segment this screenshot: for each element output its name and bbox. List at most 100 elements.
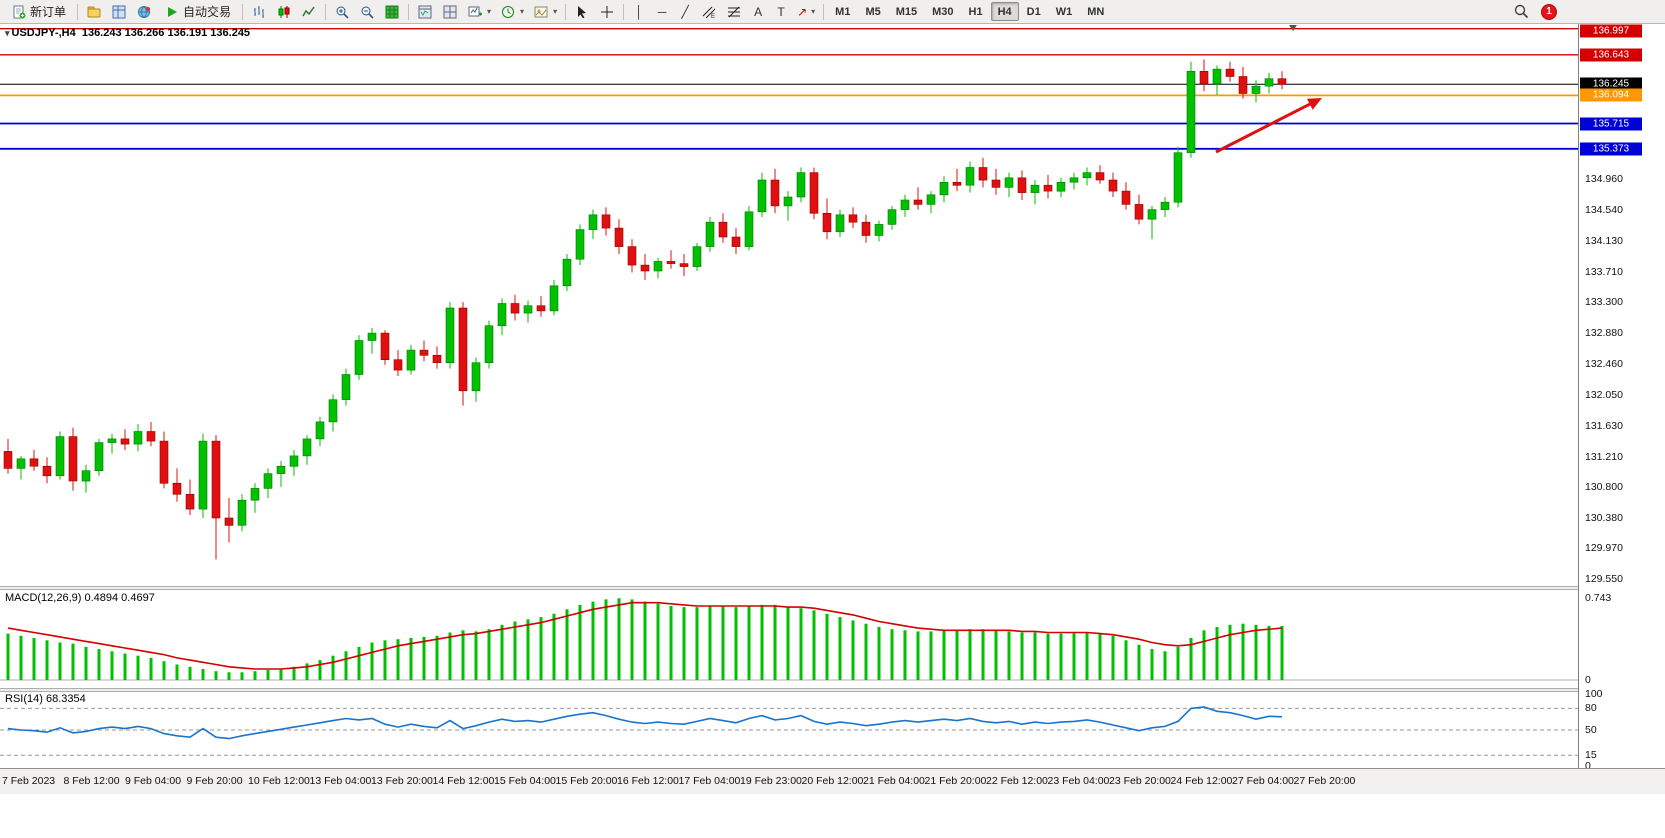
- candle: [367, 327, 377, 354]
- search-button[interactable]: [1509, 2, 1533, 22]
- macd-plot[interactable]: [0, 590, 1578, 688]
- candle: [406, 344, 416, 375]
- symbol-dropdown-icon[interactable]: ▾: [5, 28, 10, 38]
- symbol-info: ▾ USDJPY-,H4 136.243 136.266 136.191 136.…: [5, 27, 250, 39]
- time-axis-label: 27 Feb 20:00: [1293, 775, 1356, 787]
- timeframe-m15[interactable]: M15: [889, 2, 924, 21]
- fibonacci-button[interactable]: [722, 2, 746, 22]
- price-axis-label: 130.800: [1585, 480, 1623, 493]
- rsi-plot[interactable]: [0, 692, 1578, 768]
- arrows-tool-button[interactable]: ↗ ▾: [793, 2, 819, 22]
- chart-profiles-icon: [86, 4, 102, 20]
- candle: [1134, 194, 1144, 225]
- candle: [783, 191, 793, 221]
- candlestick-chart-button[interactable]: [272, 2, 296, 22]
- candle: [1095, 165, 1105, 184]
- timeframe-w1[interactable]: W1: [1049, 2, 1080, 21]
- candle: [458, 302, 468, 406]
- candle: [94, 438, 104, 476]
- time-axis-label: 24 Feb 12:00: [1170, 775, 1233, 787]
- candle: [796, 167, 806, 203]
- panel-divider[interactable]: [0, 586, 1665, 590]
- time-axis-label: 17 Feb 04:00: [678, 775, 741, 787]
- text-label-button[interactable]: T: [770, 2, 792, 22]
- timeframe-h4[interactable]: H4: [990, 2, 1019, 21]
- price-level-label-resistance[interactable]: 136.997: [1580, 24, 1642, 38]
- symbol-ohlc-text: USDJPY-,H4 136.243 136.266 136.191 136.2…: [11, 27, 251, 39]
- macd-signal-line: [7, 601, 1283, 670]
- candle: [68, 427, 78, 491]
- time-axis[interactable]: 7 Feb 2023 8 Feb 12:00 9 Feb 04:00 9 Feb 20…: [0, 768, 1665, 794]
- bar-chart-button[interactable]: [247, 2, 271, 22]
- time-axis-label: 23 Feb 04:00: [1047, 775, 1110, 787]
- candlestick-plot[interactable]: [0, 24, 1578, 586]
- candle: [679, 254, 689, 277]
- time-axis-label: 19 Feb 23:00: [740, 775, 802, 787]
- grid-icon: [384, 4, 400, 20]
- rsi-indicator-label: RSI(14) 68.3354: [5, 693, 86, 705]
- candle: [1251, 80, 1261, 103]
- vertical-line-button[interactable]: │: [628, 2, 650, 22]
- cursor-button[interactable]: [570, 2, 594, 22]
- price-axis-label: 134.960: [1585, 173, 1623, 186]
- zoom-in-button[interactable]: [330, 2, 354, 22]
- trendline-button[interactable]: ╱: [674, 2, 696, 22]
- price-level-label-support[interactable]: 135.373: [1580, 142, 1642, 156]
- rsi-axis-label: 50: [1585, 724, 1597, 736]
- line-chart-icon: [301, 4, 317, 20]
- timeframe-d1[interactable]: D1: [1020, 2, 1048, 21]
- timeframe-m1[interactable]: M1: [828, 2, 857, 21]
- tile-windows-button-1[interactable]: [413, 2, 437, 22]
- timeframe-m5[interactable]: M5: [858, 2, 887, 21]
- cursor-icon: [574, 4, 590, 20]
- candle: [575, 224, 585, 266]
- crosshair-button[interactable]: [595, 2, 619, 22]
- chart-shift-marker[interactable]: [1289, 25, 1297, 31]
- panel-divider[interactable]: [0, 688, 1665, 692]
- notification-badge[interactable]: 1: [1541, 3, 1557, 20]
- autotrading-button[interactable]: 自动交易: [157, 2, 238, 22]
- time-axis-label: 21 Feb 20:00: [924, 775, 987, 787]
- candle: [653, 257, 663, 279]
- new-chart-button[interactable]: ▾: [463, 2, 495, 22]
- new-order-label: 新订单: [30, 5, 67, 19]
- candle: [445, 302, 455, 369]
- data-window-button[interactable]: [132, 2, 156, 22]
- timeframe-m30[interactable]: M30: [925, 2, 960, 21]
- rsi-axis-label: 0: [1585, 760, 1591, 772]
- candle: [549, 279, 559, 316]
- timeframe-mn[interactable]: MN: [1080, 2, 1111, 21]
- time-axis-label: 27 Feb 04:00: [1232, 775, 1294, 787]
- candle: [1017, 170, 1027, 200]
- new-order-button[interactable]: 新订单: [4, 2, 73, 22]
- price-level-label-resistance[interactable]: 136.643: [1580, 48, 1642, 62]
- horizontal-line-button[interactable]: ─: [651, 2, 673, 22]
- arrow-annotation[interactable]: [1215, 100, 1316, 154]
- market-watch-button[interactable]: [107, 2, 131, 22]
- candle: [172, 468, 182, 502]
- tile-windows-button-2[interactable]: [438, 2, 462, 22]
- candle: [848, 207, 858, 229]
- candle: [991, 168, 1001, 195]
- template-button[interactable]: ▾: [529, 2, 561, 22]
- price-axis-label: 133.300: [1585, 296, 1623, 309]
- chart-profiles-button[interactable]: [82, 2, 106, 22]
- autotrading-label: 自动交易: [183, 5, 232, 19]
- zoom-out-button[interactable]: [355, 2, 379, 22]
- price-level-label-level[interactable]: 136.094: [1580, 88, 1642, 102]
- equidistant-channel-button[interactable]: E: [697, 2, 721, 22]
- candle: [1056, 177, 1066, 197]
- timeframe-h1[interactable]: H1: [962, 2, 990, 21]
- price-axis[interactable]: 134.960 134.540 134.130 133.710 133.300 132.8…: [1578, 24, 1665, 772]
- text-button[interactable]: A: [747, 2, 769, 22]
- candle: [978, 157, 988, 188]
- candle: [1225, 61, 1235, 82]
- price-level-label-support[interactable]: 135.715: [1580, 117, 1642, 130]
- grid-button[interactable]: [380, 2, 404, 22]
- arrow-annotation-head[interactable]: [1307, 98, 1322, 110]
- candle: [1277, 71, 1287, 90]
- period-button[interactable]: ▾: [496, 2, 528, 22]
- line-chart-button[interactable]: [297, 2, 321, 22]
- price-level-label-bid[interactable]: 136.245: [1580, 77, 1642, 91]
- price-axis-label: 132.460: [1585, 358, 1623, 371]
